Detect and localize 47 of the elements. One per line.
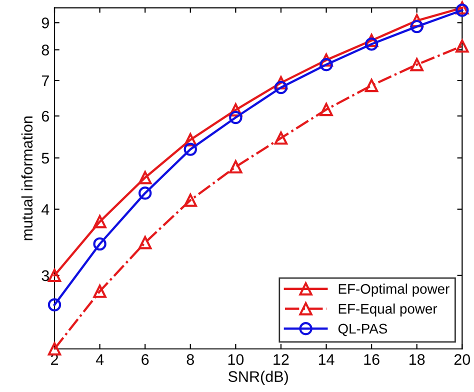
point bbox=[184, 194, 197, 207]
x-tick-label: 16 bbox=[364, 354, 380, 365]
point bbox=[456, 39, 469, 53]
x-tick-label: 10 bbox=[228, 354, 244, 365]
point bbox=[48, 342, 62, 356]
legend-label: EF-Optimal power bbox=[338, 284, 450, 297]
x-tick-label: 4 bbox=[96, 354, 104, 365]
x-tick-label: 8 bbox=[186, 354, 194, 365]
point bbox=[229, 110, 242, 124]
point bbox=[364, 78, 378, 92]
point bbox=[93, 215, 106, 228]
point bbox=[184, 133, 197, 146]
point bbox=[93, 237, 106, 251]
x-tick-label: 18 bbox=[410, 354, 425, 365]
y-tick-label: 5 bbox=[42, 152, 50, 164]
point bbox=[320, 102, 333, 116]
y-tick-label: 7 bbox=[42, 76, 49, 86]
point bbox=[364, 38, 378, 51]
point bbox=[138, 236, 152, 250]
point bbox=[184, 142, 197, 156]
point bbox=[456, 1, 469, 14]
point bbox=[410, 20, 424, 34]
legend-label: EF-Equal power bbox=[338, 304, 438, 316]
y-axis-title: mutual information bbox=[21, 116, 33, 240]
legend-label: QL-PAS bbox=[338, 324, 388, 336]
x-tick-label: 6 bbox=[142, 354, 149, 365]
point bbox=[138, 186, 152, 200]
x-tick-label: 14 bbox=[318, 354, 334, 365]
point bbox=[320, 58, 333, 72]
x-tick-label: 12 bbox=[274, 354, 289, 365]
y-tick-label: 9 bbox=[42, 18, 49, 28]
point bbox=[229, 103, 242, 117]
point bbox=[48, 268, 62, 282]
y-tick-label: 3 bbox=[42, 270, 49, 282]
x-tick-label: 20 bbox=[454, 354, 470, 365]
point bbox=[93, 284, 106, 298]
y-tick-label: 6 bbox=[42, 110, 49, 122]
y-tick-label: 8 bbox=[42, 44, 49, 56]
x-axis-title: SNR(dB) bbox=[228, 370, 288, 385]
point bbox=[274, 131, 288, 145]
point bbox=[229, 160, 242, 174]
point bbox=[48, 298, 62, 312]
point bbox=[456, 4, 469, 17]
point bbox=[410, 58, 424, 72]
y-tick-label: 4 bbox=[42, 204, 50, 215]
point bbox=[138, 170, 152, 184]
point bbox=[274, 80, 288, 94]
